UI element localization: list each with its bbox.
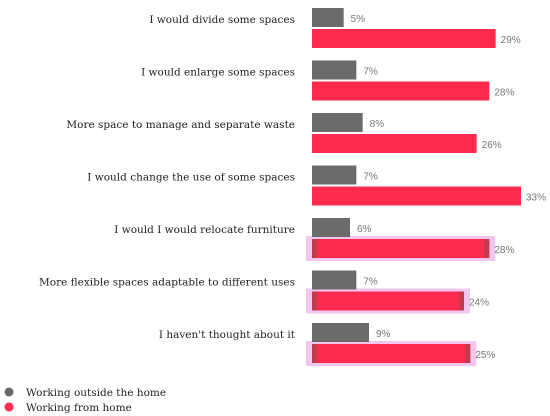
- bar-outside-home: [312, 218, 350, 237]
- value-label: 8%: [370, 119, 385, 130]
- legend-swatch: [4, 402, 14, 412]
- value-label: 28%: [494, 245, 514, 256]
- value-label: 7%: [363, 277, 378, 288]
- bar-outside-home: [312, 60, 357, 80]
- bar-shadow-right: [465, 344, 471, 363]
- value-label: 24%: [469, 298, 489, 309]
- legend-label: Working from home: [26, 402, 132, 414]
- bar-shadow-left: [312, 291, 317, 311]
- value-label: 6%: [357, 224, 372, 235]
- bar-outside-home: [312, 8, 344, 27]
- bar-group-3: More space to manage and separate waste 8…: [66, 113, 502, 153]
- bar-shadow-left: [312, 239, 317, 258]
- bar-from-home: [312, 239, 490, 258]
- bar-outside-home: [312, 323, 369, 342]
- bar-group-2: I would enlarge some spaces 7% 28%: [141, 60, 514, 101]
- bar-from-home: [312, 186, 521, 206]
- bar-shadow-left: [312, 344, 317, 363]
- bar-from-home: [312, 134, 477, 153]
- value-label: 5%: [351, 14, 366, 25]
- value-label: 26%: [482, 140, 502, 151]
- category-label: More space to manage and separate waste: [66, 119, 295, 131]
- value-label: 33%: [526, 193, 546, 204]
- value-label: 28%: [494, 88, 514, 99]
- bar-group-4: I would change the use of some spaces 7% 3…: [87, 165, 546, 206]
- legend: Working outside the home Working from hom…: [4, 387, 166, 414]
- category-label: I haven't thought about it: [159, 329, 296, 341]
- category-label: More flexible spaces adaptable to differ…: [39, 277, 295, 289]
- bar-group-6: More flexible spaces adaptable to differ…: [39, 270, 489, 314]
- category-label: I would divide some spaces: [149, 14, 295, 26]
- category-label: I would I would relocate furniture: [114, 224, 295, 236]
- value-label: 9%: [376, 329, 391, 340]
- value-label: 25%: [475, 350, 495, 361]
- bar-group-5: I would I would relocate furniture 6% 28%: [114, 218, 514, 261]
- bar-shadow-right: [484, 239, 490, 258]
- value-label: 7%: [363, 172, 378, 183]
- bar-shadow-right: [459, 291, 464, 311]
- legend-label: Working outside the home: [26, 387, 166, 399]
- value-label: 29%: [501, 35, 521, 46]
- bar-from-home: [312, 29, 496, 48]
- bar-from-home: [312, 344, 471, 363]
- bar-outside-home: [312, 113, 363, 132]
- bar-from-home: [312, 291, 464, 311]
- bar-outside-home: [312, 165, 357, 185]
- value-label: 7%: [363, 67, 378, 78]
- bar-from-home: [312, 81, 490, 101]
- legend-swatch: [4, 387, 14, 397]
- bar-group-7: I haven't thought about it 9% 25%: [159, 323, 495, 366]
- bar-outside-home: [312, 270, 357, 290]
- category-label: I would enlarge some spaces: [141, 67, 295, 79]
- bar-group-1: I would divide some spaces 5% 29%: [149, 8, 521, 48]
- category-label: I would change the use of some spaces: [87, 172, 295, 184]
